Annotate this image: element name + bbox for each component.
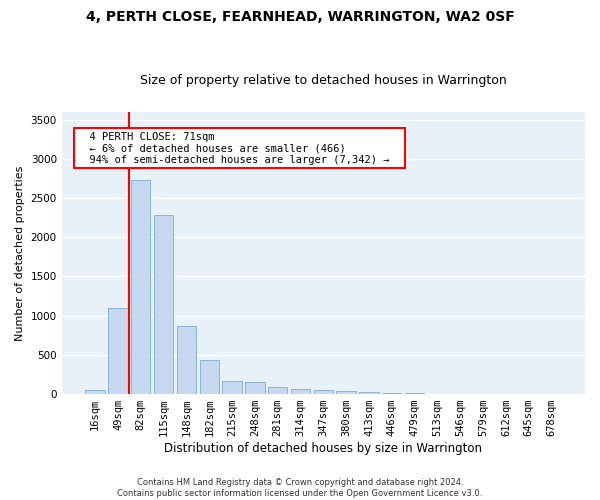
X-axis label: Distribution of detached houses by size in Warrington: Distribution of detached houses by size … xyxy=(164,442,482,455)
Bar xyxy=(245,382,265,394)
Bar xyxy=(223,381,242,394)
Bar xyxy=(108,308,128,394)
Bar xyxy=(337,391,356,394)
Text: Contains HM Land Registry data © Crown copyright and database right 2024.
Contai: Contains HM Land Registry data © Crown c… xyxy=(118,478,482,498)
Bar xyxy=(131,180,151,394)
Text: 4 PERTH CLOSE: 71sqm  
  ← 6% of detached houses are smaller (466)  
  94% of se: 4 PERTH CLOSE: 71sqm ← 6% of detached ho… xyxy=(77,132,403,164)
Y-axis label: Number of detached properties: Number of detached properties xyxy=(15,165,25,340)
Bar xyxy=(382,392,401,394)
Bar xyxy=(85,390,105,394)
Text: 4, PERTH CLOSE, FEARNHEAD, WARRINGTON, WA2 0SF: 4, PERTH CLOSE, FEARNHEAD, WARRINGTON, W… xyxy=(86,10,514,24)
Bar xyxy=(154,216,173,394)
Bar xyxy=(314,390,333,394)
Bar xyxy=(268,386,287,394)
Bar xyxy=(291,388,310,394)
Bar xyxy=(200,360,219,394)
Bar xyxy=(359,392,379,394)
Title: Size of property relative to detached houses in Warrington: Size of property relative to detached ho… xyxy=(140,74,507,87)
Bar xyxy=(177,326,196,394)
